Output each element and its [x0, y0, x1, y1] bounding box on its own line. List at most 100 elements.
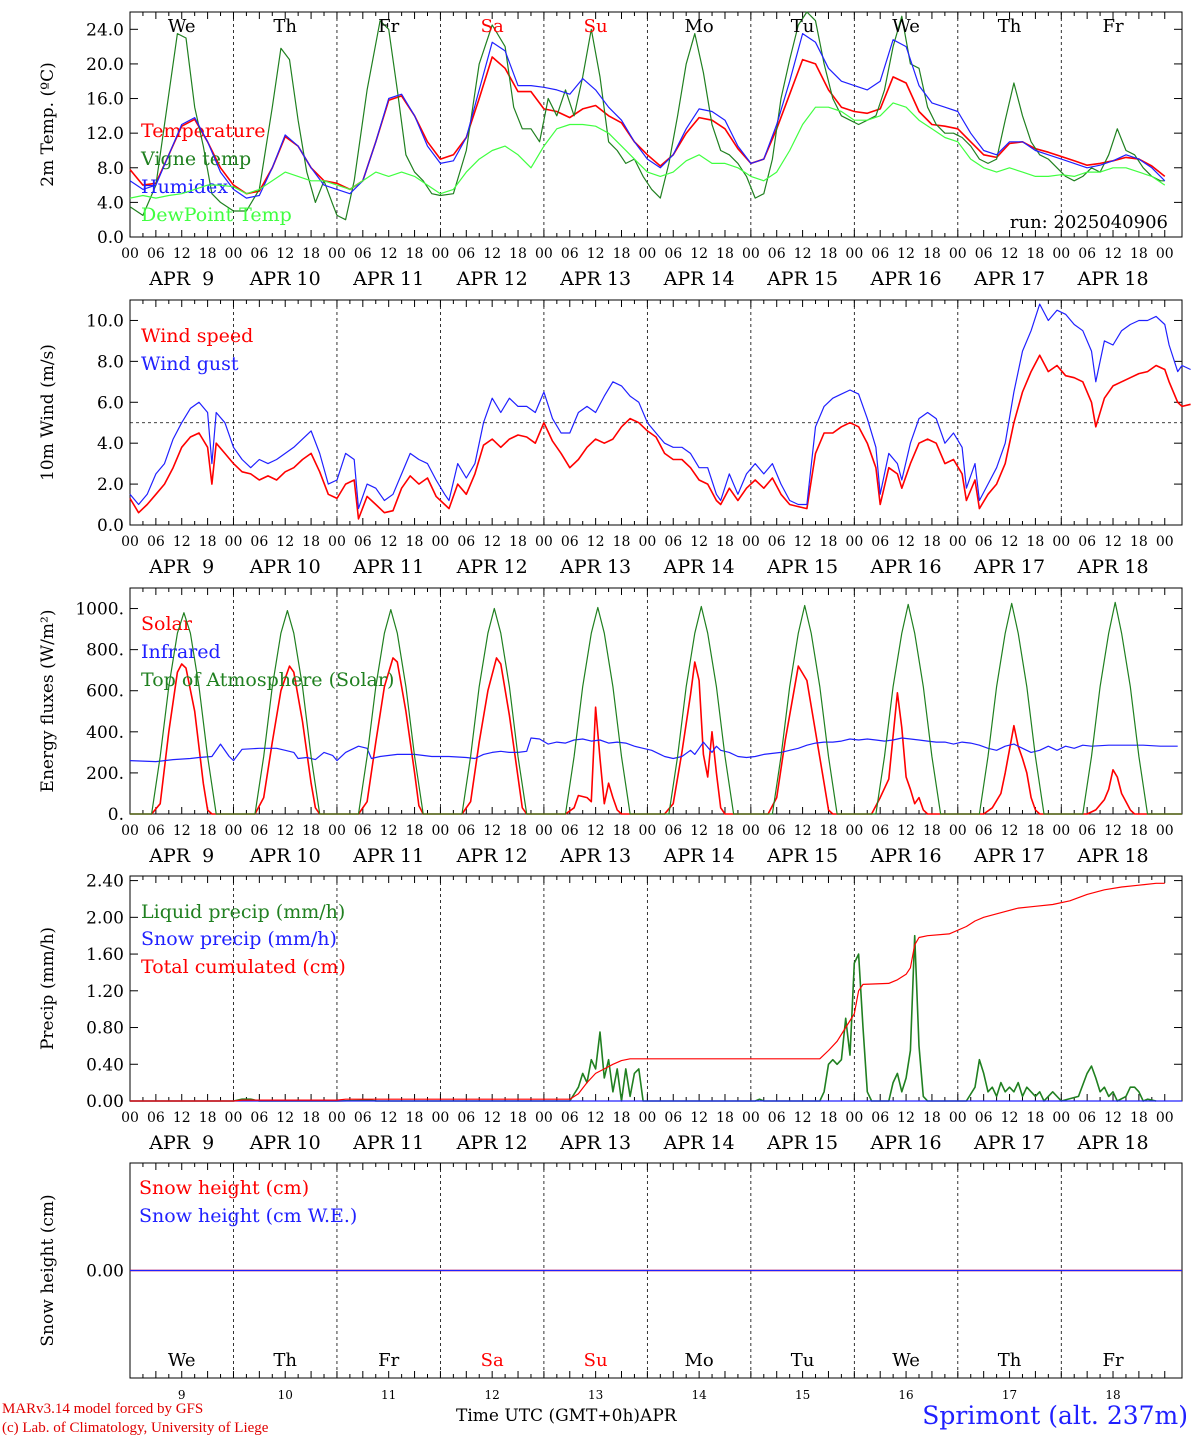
hour-tick-label: 00 — [1156, 534, 1174, 550]
day-number: 17 — [1002, 1388, 1017, 1402]
hour-tick-label: 18 — [1130, 534, 1148, 550]
hour-tick-label: 12 — [276, 1110, 294, 1126]
day-label: APR 17 — [973, 845, 1045, 867]
hour-tick-label: 00 — [845, 246, 863, 262]
y-tick-label: 4.0 — [97, 434, 124, 454]
panel-snow: 0.00 Snow height (cm) Snow height (cm) Snow… — [38, 1162, 1183, 1402]
hour-tick-label: 00 — [328, 534, 346, 550]
hour-tick-label: 06 — [768, 1110, 786, 1126]
hour-tick-label: 18 — [199, 1110, 217, 1126]
y-tick-label: 10.0 — [86, 311, 124, 331]
hour-tick-label: 06 — [354, 823, 372, 839]
weekday-label: We — [892, 16, 920, 37]
hour-tick-label: 06 — [354, 534, 372, 550]
day-number: 15 — [795, 1388, 810, 1402]
hour-tick-label: 18 — [1026, 534, 1044, 550]
day-label: APR 13 — [559, 268, 631, 290]
panel-temperature: 0.0 4.0 8.0 12.0 16.0 20.0 24.0 2m Temp. (ºC) Te… — [38, 11, 1183, 290]
y-axis-label: Energy fluxes (W/m²) — [38, 610, 58, 793]
weekday-label: Sa — [481, 1350, 504, 1371]
hour-tick-label: 06 — [250, 823, 268, 839]
hour-tick-label: 18 — [613, 823, 631, 839]
y-tick-label: 800. — [86, 641, 124, 661]
hour-tick-label: 12 — [587, 534, 605, 550]
y-axis-label: Snow height (cm) — [38, 1194, 58, 1346]
hour-tick-label: 12 — [1001, 1110, 1019, 1126]
hour-tick-label: 12 — [276, 246, 294, 262]
site-name: Sprimont (alt. 237m) — [922, 1401, 1188, 1430]
legend-entry: Solar — [141, 613, 193, 635]
hour-tick-label: 06 — [768, 823, 786, 839]
hour-tick-label: 00 — [432, 534, 450, 550]
hour-tick-label: 18 — [923, 246, 941, 262]
hour-tick-label: 00 — [432, 1110, 450, 1126]
day-label: APR 14 — [663, 1132, 735, 1154]
weekday-label: Fr — [378, 1350, 399, 1371]
weekday-label: Su — [584, 16, 608, 37]
day-label: APR 10 — [249, 268, 321, 290]
hour-tick-label: 12 — [1001, 534, 1019, 550]
y-tick-label: 0. — [108, 805, 124, 825]
day-label: APR 10 — [249, 845, 321, 867]
y-tick-label: 2.00 — [86, 908, 124, 928]
day-number: 11 — [381, 1388, 396, 1402]
day-number: 16 — [898, 1388, 913, 1402]
weekday-label: Mo — [684, 1350, 713, 1371]
hour-tick-label: 06 — [457, 534, 475, 550]
hour-tick-label: 18 — [613, 246, 631, 262]
hour-tick-label: 18 — [716, 1110, 734, 1126]
day-label: APR 11 — [352, 845, 424, 867]
hour-tick-label: 12 — [276, 534, 294, 550]
hour-tick-label: 06 — [871, 246, 889, 262]
series-line — [130, 934, 1157, 1102]
hour-tick-label: 12 — [587, 246, 605, 262]
day-number: 10 — [278, 1388, 293, 1402]
hour-tick-label: 00 — [638, 246, 656, 262]
y-tick-label: 16.0 — [86, 90, 124, 110]
hour-tick-label: 12 — [173, 246, 191, 262]
hour-tick-label: 00 — [845, 1110, 863, 1126]
panel-precip: 0.00 0.40 0.80 1.20 1.60 2.00 2.40 Precip (mm/h… — [38, 872, 1183, 1154]
hour-tick-label: 00 — [638, 534, 656, 550]
hour-tick-label: 12 — [380, 246, 398, 262]
legend-entry: Wind speed — [141, 325, 253, 347]
y-tick-label: 1.60 — [86, 945, 124, 965]
weekday-label: Mo — [684, 16, 713, 37]
series-line — [129, 56, 1166, 195]
y-tick-label: 0.0 — [97, 228, 124, 248]
y-tick-label: 0.00 — [86, 1262, 124, 1282]
weekday-label: Th — [273, 1350, 297, 1371]
run-label: run: 2025040906 — [1010, 212, 1168, 233]
series-line — [129, 354, 1191, 520]
hour-tick-label: 06 — [871, 1110, 889, 1126]
hour-tick-label: 06 — [975, 1110, 993, 1126]
day-label: APR 9 — [148, 845, 214, 867]
day-label: APR 18 — [1077, 268, 1149, 290]
weekday-label: Sa — [481, 16, 504, 37]
hour-tick-label: 00 — [1052, 246, 1070, 262]
legend-entry: Snow height (cm W.E.) — [139, 1205, 357, 1227]
day-label: APR 10 — [249, 1132, 321, 1154]
plot-frame — [129, 587, 1183, 815]
hour-tick-label: 18 — [509, 1110, 527, 1126]
day-label: APR 16 — [870, 556, 942, 578]
y-axis-label: Precip (mm/h) — [38, 927, 58, 1050]
day-label: APR 16 — [870, 1132, 942, 1154]
hour-tick-label: 06 — [561, 823, 579, 839]
day-label: APR 11 — [352, 268, 424, 290]
hour-tick-label: 18 — [1130, 1110, 1148, 1126]
hour-tick-label: 00 — [1052, 823, 1070, 839]
hour-tick-label: 06 — [1078, 823, 1096, 839]
day-number: 14 — [691, 1388, 707, 1402]
legend-entry: Humidex — [141, 176, 228, 198]
hour-tick-label: 18 — [302, 534, 320, 550]
weekday-label: Th — [273, 16, 297, 37]
hour-tick-label: 18 — [923, 823, 941, 839]
time-axis-label: Time UTC (GMT+0h)APR — [456, 1406, 677, 1426]
day-label: APR 18 — [1077, 1132, 1149, 1154]
weekday-label: Th — [998, 1350, 1022, 1371]
series-line — [129, 303, 1191, 510]
hour-tick-label: 12 — [173, 1110, 191, 1126]
hour-tick-label: 12 — [587, 1110, 605, 1126]
y-tick-label: 0.0 — [97, 516, 124, 536]
